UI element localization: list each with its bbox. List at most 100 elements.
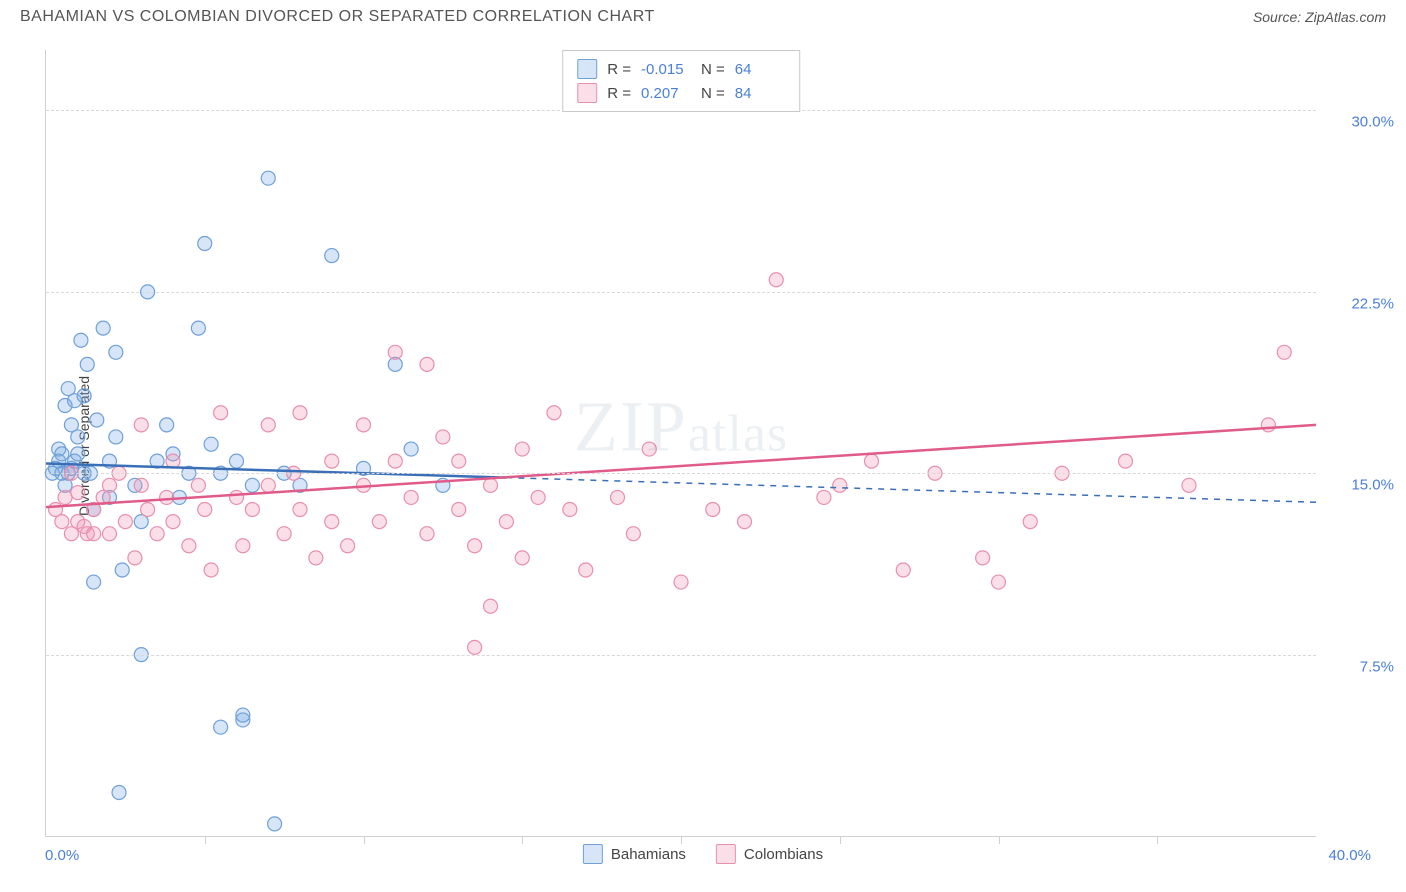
- scatter-point: [55, 447, 69, 461]
- scatter-point: [626, 527, 640, 541]
- legend-stats-row: R =0.207N =84: [577, 81, 785, 105]
- scatter-point: [531, 490, 545, 504]
- scatter-point: [134, 418, 148, 432]
- scatter-point: [118, 515, 132, 529]
- x-tick: [999, 836, 1000, 844]
- scatter-point: [204, 563, 218, 577]
- legend-stats-row: R =-0.015N =64: [577, 57, 785, 81]
- scatter-point: [74, 333, 88, 347]
- scatter-point: [357, 418, 371, 432]
- scatter-point: [515, 551, 529, 565]
- scatter-point: [230, 490, 244, 504]
- stat-r-label: R =: [607, 85, 631, 102]
- legend-item: Colombians: [716, 844, 823, 864]
- legend-swatch: [577, 59, 597, 79]
- scatter-point: [134, 478, 148, 492]
- x-tick: [840, 836, 841, 844]
- scatter-point: [452, 454, 466, 468]
- stat-n-label: N =: [701, 61, 725, 78]
- scatter-point: [388, 345, 402, 359]
- scatter-point: [87, 575, 101, 589]
- scatter-point: [738, 515, 752, 529]
- x-tick: [205, 836, 206, 844]
- scatter-point: [1182, 478, 1196, 492]
- chart-title: BAHAMIAN VS COLOMBIAN DIVORCED OR SEPARA…: [20, 8, 655, 26]
- scatter-point: [80, 357, 94, 371]
- scatter-point: [1023, 515, 1037, 529]
- gridline: [46, 655, 1316, 656]
- scatter-point: [547, 406, 561, 420]
- scatter-point: [325, 515, 339, 529]
- legend-swatch: [577, 83, 597, 103]
- scatter-point: [706, 503, 720, 517]
- scatter-point: [71, 430, 85, 444]
- x-tick: [1157, 836, 1158, 844]
- scatter-point: [160, 490, 174, 504]
- scatter-point: [230, 454, 244, 468]
- stat-r-value: 0.207: [641, 85, 691, 102]
- scatter-point: [160, 418, 174, 432]
- scatter-point: [112, 785, 126, 799]
- y-tick-label: 22.5%: [1324, 295, 1394, 312]
- scatter-point: [499, 515, 513, 529]
- scatter-point: [468, 539, 482, 553]
- scatter-point: [817, 490, 831, 504]
- stat-r-label: R =: [607, 61, 631, 78]
- scatter-point: [103, 527, 117, 541]
- scatter-point: [341, 539, 355, 553]
- scatter-point: [198, 503, 212, 517]
- scatter-point: [404, 442, 418, 456]
- scatter-point: [261, 418, 275, 432]
- scatter-point: [87, 527, 101, 541]
- scatter-point: [388, 454, 402, 468]
- legend-item: Bahamians: [583, 844, 686, 864]
- scatter-point: [198, 236, 212, 250]
- scatter-point: [141, 503, 155, 517]
- scatter-point: [96, 321, 110, 335]
- scatter-point: [204, 437, 218, 451]
- scatter-point: [420, 527, 434, 541]
- scatter-point: [245, 503, 259, 517]
- source-attribution: Source: ZipAtlas.com: [1253, 9, 1386, 25]
- scatter-point: [71, 447, 85, 461]
- scatter-point: [468, 640, 482, 654]
- scatter-point: [245, 478, 259, 492]
- scatter-point: [420, 357, 434, 371]
- scatter-point: [90, 413, 104, 427]
- scatter-point: [452, 503, 466, 517]
- scatter-point: [325, 249, 339, 263]
- scatter-point: [115, 563, 129, 577]
- gridline: [46, 292, 1316, 293]
- legend-swatch: [716, 844, 736, 864]
- scatter-point: [182, 539, 196, 553]
- scatter-point: [58, 490, 72, 504]
- legend-label: Colombians: [744, 846, 823, 863]
- scatter-point: [236, 539, 250, 553]
- scatter-svg: [46, 50, 1316, 836]
- scatter-point: [484, 478, 498, 492]
- scatter-point: [103, 478, 117, 492]
- scatter-point: [563, 503, 577, 517]
- scatter-point: [277, 527, 291, 541]
- stat-n-value: 64: [735, 61, 785, 78]
- scatter-point: [1261, 418, 1275, 432]
- x-axis-min-label: 0.0%: [45, 847, 79, 864]
- scatter-point: [128, 551, 142, 565]
- scatter-point: [325, 454, 339, 468]
- legend-swatch: [583, 844, 603, 864]
- scatter-point: [236, 708, 250, 722]
- legend-stats-box: R =-0.015N =64R =0.207N =84: [562, 50, 800, 112]
- x-axis-max-label: 40.0%: [1328, 847, 1371, 864]
- scatter-point: [865, 454, 879, 468]
- scatter-point: [1277, 345, 1291, 359]
- scatter-point: [769, 273, 783, 287]
- legend-label: Bahamians: [611, 846, 686, 863]
- scatter-point: [896, 563, 910, 577]
- scatter-point: [214, 406, 228, 420]
- y-tick-label: 7.5%: [1324, 658, 1394, 675]
- gridline: [46, 473, 1316, 474]
- scatter-point: [611, 490, 625, 504]
- scatter-point: [268, 817, 282, 831]
- scatter-point: [579, 563, 593, 577]
- scatter-point: [309, 551, 323, 565]
